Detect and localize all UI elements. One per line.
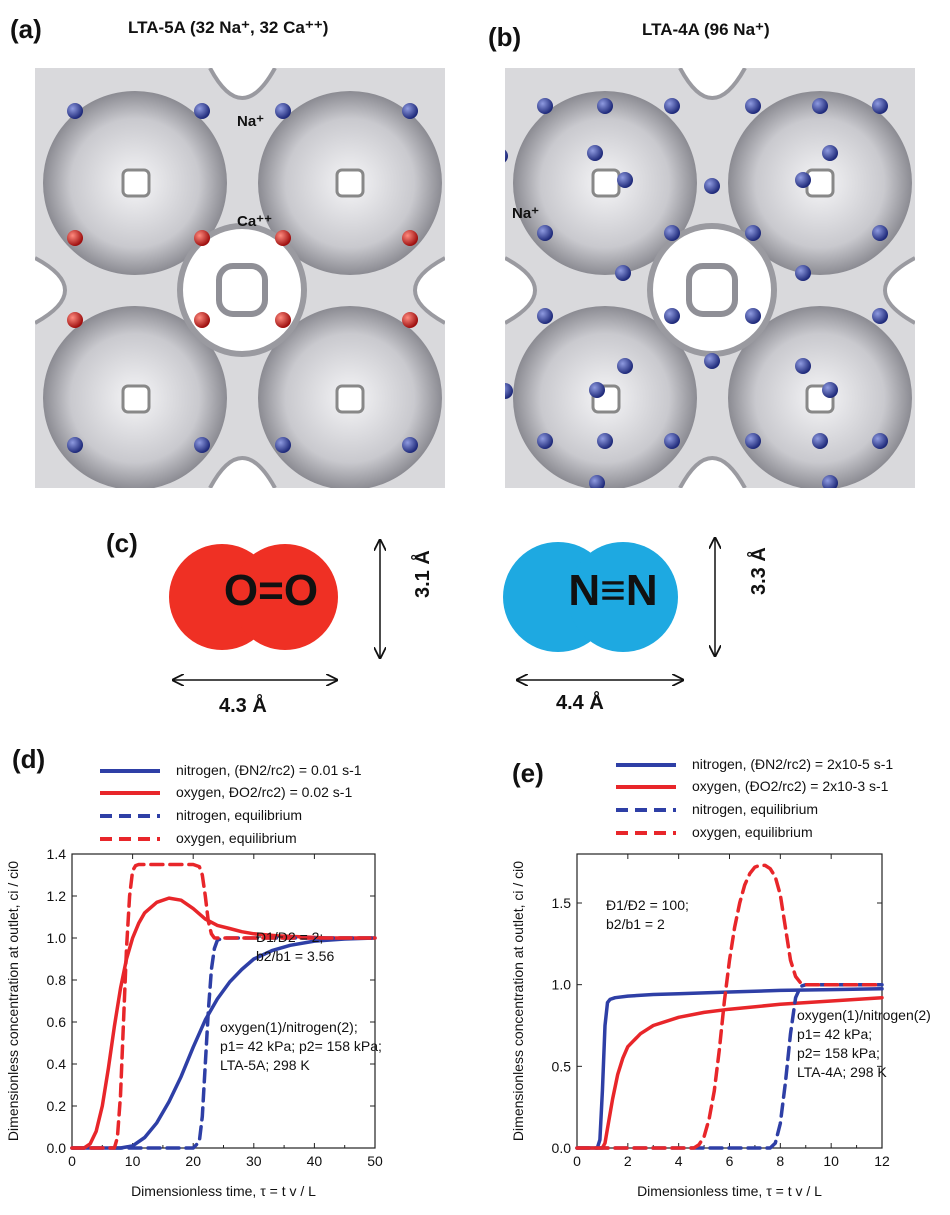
o2-formula: O=O: [223, 566, 319, 615]
chart-e-note2-line1: oxygen(1)/nitrogen(2): [797, 1007, 931, 1023]
chart-e-note2-line2: p1= 42 kPa;: [797, 1026, 873, 1042]
molecule-diagram: [169, 530, 765, 730]
x-tick-label: 10: [823, 1153, 839, 1169]
o2-width-label: 4.3 Å: [219, 695, 267, 717]
n2-molecule: [503, 542, 678, 652]
chart-e-note2-line4: LTA-4A; 298 K: [797, 1064, 887, 1080]
na-ions: [67, 103, 418, 453]
x-tick-label: 50: [367, 1153, 383, 1169]
panel-e-label: (e): [512, 758, 544, 788]
y-tick-label: 0.0: [552, 1140, 572, 1156]
y-tick-label: 1.0: [552, 977, 572, 993]
lta4a-structure: [505, 68, 915, 488]
panel-a-label: (a): [10, 14, 42, 44]
y-tick-label: 1.2: [47, 888, 67, 904]
series-line-1: [575, 995, 884, 1150]
chart-e: 0 2 4 6 8 10 12 0.0 0.5 1.0 1.5 Dimensionless time,…: [510, 853, 890, 1199]
na-ions: [505, 98, 888, 488]
chart-d: 0 10 20 30 40 50 0.0 0.2 0.4 0.6 0.8 1.0 1.2 1.4 Dimen…: [5, 846, 383, 1199]
y-tick-label: 0.2: [47, 1098, 67, 1114]
chart-e-note2-line3: p2= 158 kPa;: [797, 1045, 880, 1061]
n2-formula: N≡N: [568, 566, 658, 615]
legend-d-item-o2-eq: oxygen, equilibrium: [176, 830, 297, 846]
series-line-2: [575, 982, 884, 1150]
legend-e-item-n2-eq: nitrogen, equilibrium: [692, 801, 819, 817]
series-line-3: [70, 862, 377, 1150]
legend-e-swatches: [616, 763, 676, 835]
y-tick-label: 1.5: [552, 895, 572, 911]
y-tick-label: 0.8: [47, 972, 67, 988]
chart-d-note1-line1: Đ1/Đ2 = 2;: [256, 929, 324, 945]
x-tick-label: 6: [726, 1153, 734, 1169]
chart-e-note1: Đ1/Đ2 = 100; b2/b1 = 2: [606, 896, 689, 934]
y-tick-label: 1.4: [47, 846, 67, 862]
x-tick-label: 40: [307, 1153, 323, 1169]
legend-d-item-n2-eq: nitrogen, equilibrium: [176, 807, 303, 823]
chart-d-note1-line2: b2/b1 = 3.56: [256, 948, 335, 964]
lta5a-structure: [35, 68, 445, 488]
chart-d-note2: oxygen(1)/nitrogen(2); p1= 42 kPa; p2= 1…: [220, 1018, 382, 1075]
panel-b-title: LTA-4A (96 Na⁺): [642, 20, 770, 39]
x-axis-label: Dimensionless time, τ = t v / L: [131, 1183, 316, 1199]
legend-e-item-n2: nitrogen, (ĐN2/rc2) = 2x10-5 s-1: [692, 756, 894, 772]
legend-e-item-o2-eq: oxygen, equilibrium: [692, 824, 813, 840]
x-tick-label: 12: [874, 1153, 890, 1169]
series-line-0: [70, 936, 377, 1150]
legend-d-item-n2: nitrogen, (ĐN2/rc2) = 0.01 s-1: [176, 762, 362, 778]
panel-b-label: (b): [488, 22, 522, 52]
legend-e-item-o2: oxygen, (ĐO2/rc2) = 2x10-3 s-1: [692, 778, 889, 794]
x-tick-label: 0: [573, 1153, 581, 1169]
panel-c-label: (c): [106, 528, 138, 558]
x-tick-label: 8: [776, 1153, 784, 1169]
n2-height-label: 3.3 Å: [748, 547, 770, 595]
y-tick-label: 0.6: [47, 1014, 67, 1030]
y-tick-label: 1.0: [47, 930, 67, 946]
o2-molecule: [169, 544, 338, 650]
panel-d-label: (d): [12, 744, 46, 774]
x-tick-label: 0: [68, 1153, 76, 1169]
n2-width-label: 4.4 Å: [556, 692, 604, 714]
y-axis-label: Dimensionless concentration at outlet, c…: [5, 861, 21, 1141]
x-tick-label: 2: [624, 1153, 632, 1169]
x-tick-label: 4: [675, 1153, 683, 1169]
series-line-1: [70, 896, 377, 1150]
o2-height-label: 3.1 Å: [412, 550, 434, 598]
y-tick-label: 0.5: [552, 1058, 572, 1074]
chart-d-note2-line1: oxygen(1)/nitrogen(2);: [220, 1019, 358, 1035]
series-line-0: [575, 987, 884, 1150]
ca-ion-label: Ca⁺⁺: [237, 213, 273, 230]
y-tick-label: 0.4: [47, 1056, 67, 1072]
y-tick-label: 0.0: [47, 1140, 67, 1156]
chart-d-note1: Đ1/Đ2 = 2; b2/b1 = 3.56: [256, 928, 334, 966]
x-tick-label: 10: [125, 1153, 141, 1169]
legend-d-swatches: [100, 769, 160, 841]
chart-d-note2-line2: p1= 42 kPa; p2= 158 kPa;: [220, 1038, 382, 1054]
chart-e-note1-line2: b2/b1 = 2: [606, 916, 665, 932]
series-line-3: [575, 863, 884, 1150]
y-axis-label: Dimensionless concentration at outlet, c…: [510, 861, 526, 1141]
x-axis-label: Dimensionless time, τ = t v / L: [637, 1183, 822, 1199]
na-ion-label-a: Na⁺: [237, 113, 265, 130]
panel-a-title: LTA-5A (32 Na⁺, 32 Ca⁺⁺): [128, 18, 329, 37]
ca-ions: [67, 230, 418, 328]
na-ion-label-b: Na⁺: [512, 205, 540, 222]
chart-d-note2-line3: LTA-5A; 298 K: [220, 1057, 310, 1073]
chart-e-note2: oxygen(1)/nitrogen(2) p1= 42 kPa; p2= 15…: [797, 1006, 931, 1082]
x-tick-label: 20: [185, 1153, 201, 1169]
legend-d-item-o2: oxygen, ĐO2/rc2) = 0.02 s-1: [176, 784, 353, 800]
chart-e-note1-line1: Đ1/Đ2 = 100;: [606, 897, 689, 913]
framework-cages: [505, 68, 915, 488]
framework-cages: [35, 68, 445, 488]
x-tick-label: 30: [246, 1153, 262, 1169]
